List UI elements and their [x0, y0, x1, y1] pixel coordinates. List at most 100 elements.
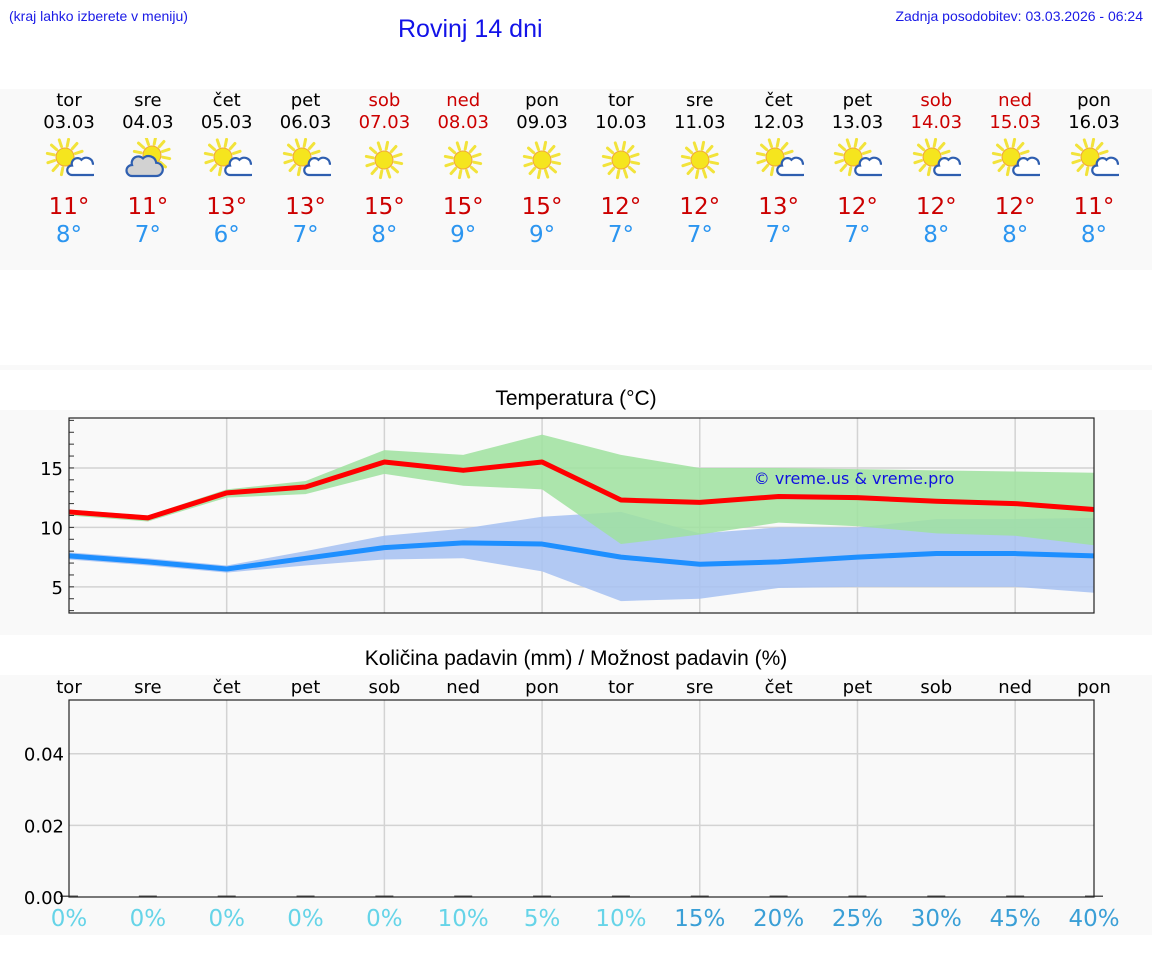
- weekday-axis-label: čet: [213, 677, 241, 698]
- date-label: 08.03: [437, 112, 489, 133]
- sun-icon: [438, 138, 488, 182]
- min-temp: 8°: [55, 222, 83, 248]
- separator: [0, 365, 1152, 370]
- sun-cloud-icon: [44, 137, 100, 182]
- weekday-axis-label: sre: [134, 677, 161, 698]
- precip-bar: [533, 895, 552, 897]
- daily-forecast-panel: tor 03.03 11° 8° sre 04.03 11° 7° čet 05.03 13° 6° p…: [0, 89, 1152, 270]
- precip-bar: [217, 895, 236, 897]
- day-column: sre 11.03 12° 7°: [655, 89, 745, 249]
- precip-probability: 20%: [753, 906, 804, 932]
- weekday-axis-label: tor: [56, 677, 82, 698]
- weekday-label: sre: [686, 90, 714, 111]
- weekday-label: pon: [525, 90, 559, 111]
- sun-icon: [359, 138, 409, 182]
- day-column: pet 06.03 13° 7°: [261, 89, 351, 249]
- weekday-label: ned: [446, 90, 481, 111]
- weekday-axis-label: pet: [843, 677, 873, 698]
- watermark: © vreme.us & vreme.pro: [754, 469, 955, 488]
- sun-icon: [517, 138, 567, 182]
- date-label: 09.03: [516, 112, 568, 133]
- precip-probability: 0%: [130, 906, 167, 932]
- sun-cloud-icon: [754, 137, 810, 182]
- day-column: sob 07.03 15° 8°: [339, 89, 429, 249]
- precip-bar: [454, 895, 473, 897]
- precipitation-chart: tor sre čet pet sob ned pon tor sre čet pet sob ned p…: [24, 677, 1120, 932]
- precip-probability: 0%: [366, 906, 403, 932]
- day-column: pon 09.03 15° 9°: [497, 89, 587, 249]
- max-temp: 11°: [1073, 194, 1115, 220]
- weekday-axis-label: tor: [608, 677, 634, 698]
- min-temp: 9°: [450, 222, 477, 248]
- weekday-label: tor: [608, 90, 634, 111]
- sun-icon: [675, 138, 725, 182]
- day-column: čet 12.03 13° 7°: [734, 89, 824, 249]
- precip-bar: [927, 895, 946, 897]
- precip-probability: 25%: [832, 906, 883, 932]
- precip-probability: 0%: [51, 906, 88, 932]
- weekday-axis-label: ned: [446, 677, 480, 698]
- min-temp: 7°: [607, 222, 634, 248]
- precip-bar: [138, 895, 157, 897]
- weekday-label: čet: [212, 90, 241, 111]
- page-title: Rovinj 14 dni: [398, 15, 543, 43]
- weekday-label: pet: [842, 90, 873, 111]
- max-temp: 13°: [285, 194, 326, 220]
- forecast-days: tor 03.03 11° 8° sre 04.03 11° 7° čet 05.03 13° 6° p…: [0, 89, 1152, 269]
- weekday-label: sre: [134, 90, 162, 111]
- day-column: ned 15.03 12° 8°: [970, 89, 1060, 249]
- y-tick-label: 0.02: [24, 816, 64, 837]
- max-temp: 13°: [206, 194, 248, 220]
- min-temp: 9°: [528, 222, 556, 248]
- max-temp: 15°: [442, 194, 484, 220]
- min-temp: 7°: [134, 222, 161, 248]
- max-temp: 12°: [837, 194, 878, 220]
- day-column: sre 04.03 11° 7°: [103, 89, 193, 249]
- sun-cloud-icon: [832, 137, 889, 182]
- y-tick-label: 5: [52, 578, 63, 599]
- temperature-chart: 15 10 5 © vreme.us & vreme.pro: [40, 417, 1095, 614]
- y-tick-label: 10: [40, 518, 63, 539]
- weekday-label: ned: [998, 90, 1033, 111]
- precip-probability: 0%: [287, 906, 324, 932]
- weekday-label: tor: [56, 90, 82, 111]
- weekday-label: pon: [1077, 90, 1111, 111]
- day-column: pon 16.03 11° 8°: [1049, 89, 1139, 249]
- date-label: 10.03: [595, 112, 647, 133]
- max-temp: 12°: [915, 194, 957, 220]
- weekday-label: pet: [290, 90, 321, 111]
- max-temp: 12°: [994, 194, 1036, 220]
- precip-probability: 5%: [524, 906, 561, 932]
- weekday-axis-label: čet: [765, 677, 793, 698]
- last-update: Zadnja posodobitev: 03.03.2026 - 06:24: [895, 8, 1143, 24]
- y-tick-label: 0.04: [24, 745, 64, 766]
- min-temp: 6°: [213, 222, 240, 248]
- precip-probability: 10%: [595, 906, 646, 932]
- date-label: 13.03: [831, 112, 884, 133]
- date-label: 14.03: [910, 112, 963, 133]
- date-label: 05.03: [200, 112, 253, 133]
- max-temp: 15°: [521, 194, 563, 220]
- max-temp: 12°: [679, 194, 721, 220]
- precip-probability: 0%: [208, 906, 245, 932]
- date-label: 06.03: [279, 112, 332, 133]
- min-temp: 8°: [371, 222, 398, 248]
- date-label: 15.03: [989, 112, 1041, 133]
- date-label: 12.03: [752, 112, 805, 133]
- min-temp: 7°: [292, 222, 319, 248]
- precipitation-chart-title: Količina padavin (mm) / Možnost padavin …: [364, 647, 788, 670]
- precip-bar: [375, 895, 394, 897]
- min-temp: 8°: [1080, 222, 1108, 248]
- min-temp: 7°: [686, 222, 713, 248]
- day-column: pet 13.03 12° 7°: [812, 89, 902, 249]
- precip-bar: [769, 895, 788, 897]
- temperature-chart-panel: 15 10 5 © vreme.us & vreme.pro: [0, 410, 1152, 635]
- weekday-axis-label: pon: [1077, 677, 1111, 698]
- weekday-axis-label: sob: [920, 677, 952, 698]
- max-temp: 15°: [363, 194, 405, 220]
- precipitation-chart-panel: tor sre čet pet sob ned pon tor sre čet pet sob ned p…: [0, 675, 1152, 935]
- precip-probability: 40%: [1068, 906, 1119, 932]
- day-column: sob 14.03 12° 8°: [891, 89, 981, 249]
- weekday-axis-label: sob: [368, 677, 400, 698]
- date-label: 03.03: [43, 112, 95, 133]
